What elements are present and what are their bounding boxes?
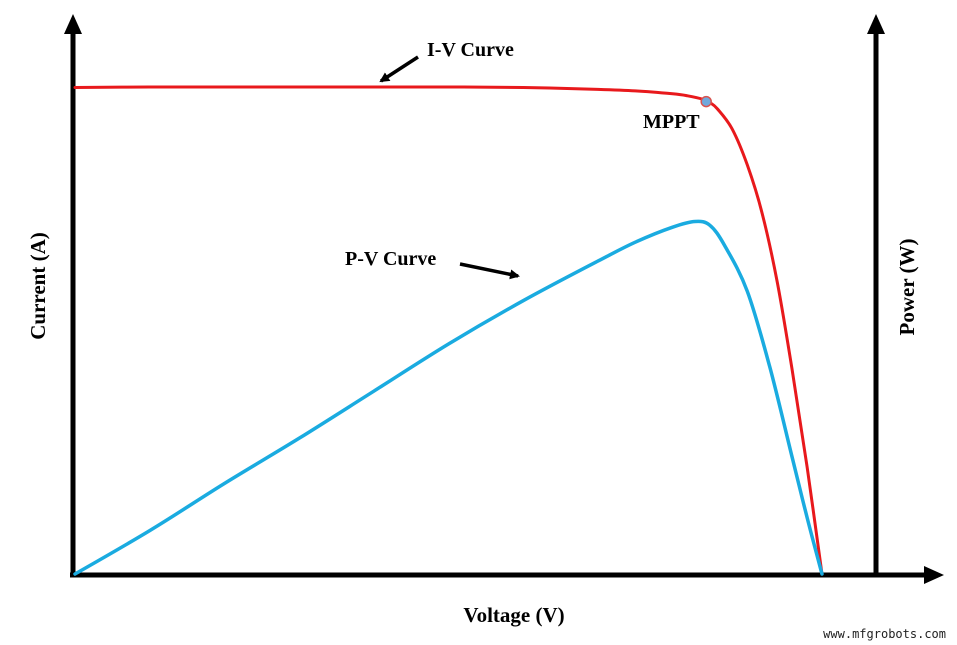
x-axis-arrow	[924, 566, 944, 584]
y-axis-label-left: Current (A)	[26, 232, 50, 340]
y-axis-left-arrow	[64, 14, 82, 34]
pv-curve-label: P-V Curve	[345, 248, 436, 270]
series-line-pv-curve	[73, 219, 824, 576]
x-axis-label: Voltage (V)	[463, 603, 564, 627]
y-axis-label-right: Power (W)	[895, 239, 919, 336]
mppt-label: MPPT	[643, 111, 700, 133]
pv-annotation-arrow	[459, 262, 520, 280]
iv-curve-label: I-V Curve	[427, 39, 514, 61]
mppt-point	[700, 95, 712, 108]
series-line-iv-curve	[73, 85, 824, 576]
y-axis-right-arrow	[867, 14, 885, 34]
iv-annotation-arrow	[379, 55, 419, 83]
axes	[64, 14, 944, 584]
watermark: www.mfgrobots.com	[823, 627, 946, 641]
